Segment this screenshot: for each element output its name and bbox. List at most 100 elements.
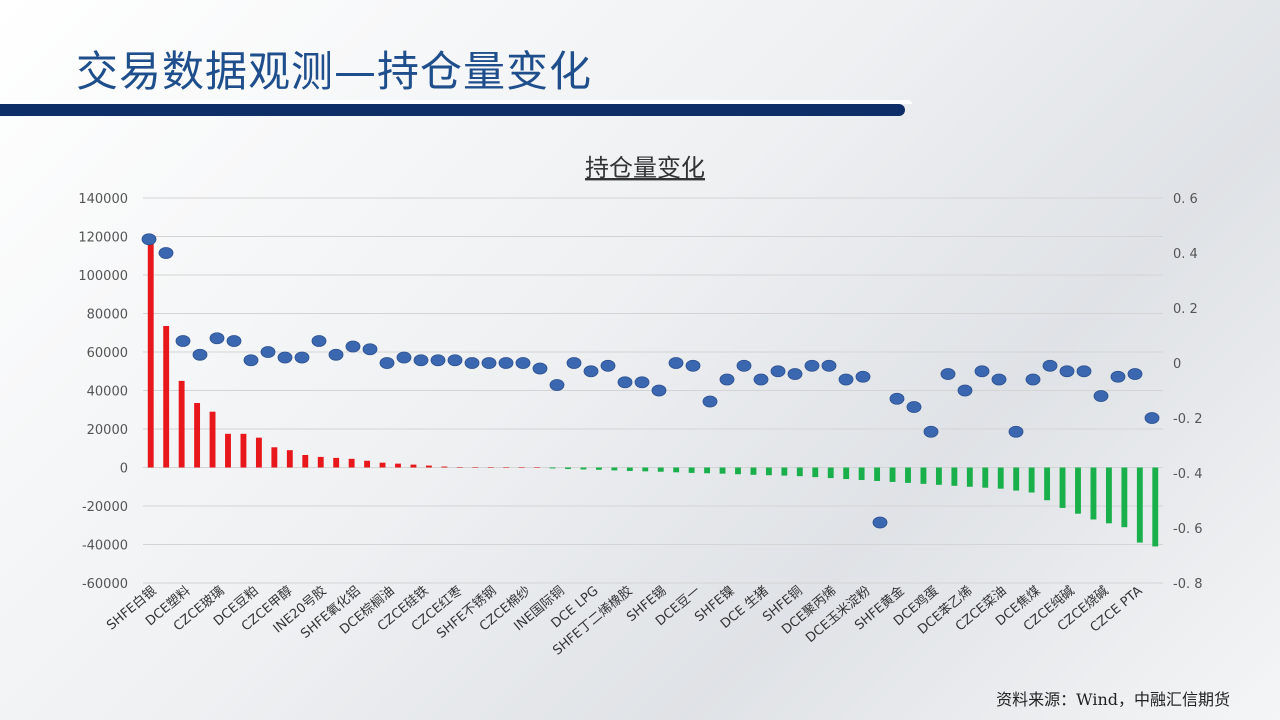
y-right-tick-label: 0. 2 bbox=[1173, 302, 1198, 317]
slide-title: 交易数据观测—持仓量变化 bbox=[76, 47, 593, 96]
change-rate-point bbox=[498, 357, 514, 369]
open-interest-bar bbox=[611, 467, 618, 471]
change-rate-point bbox=[685, 359, 701, 372]
open-interest-bar bbox=[704, 467, 711, 474]
change-rate-point bbox=[515, 357, 531, 369]
open-interest-bar bbox=[317, 456, 324, 468]
y-right-tick-label: 0 bbox=[1173, 357, 1181, 372]
y-left-tick-label: 60000 bbox=[87, 346, 128, 361]
change-rate-point bbox=[838, 373, 854, 386]
y-left-tick-label: 100000 bbox=[78, 269, 128, 284]
change-rate-point bbox=[362, 343, 378, 356]
open-interest-bar bbox=[719, 467, 726, 474]
open-interest-bar bbox=[565, 467, 571, 470]
open-interest-bar bbox=[673, 467, 680, 473]
open-interest-bar bbox=[1013, 467, 1020, 491]
change-rate-point bbox=[1025, 373, 1041, 386]
change-rate-point bbox=[787, 368, 803, 380]
change-rate-point bbox=[617, 376, 633, 389]
open-interest-bar bbox=[595, 467, 602, 470]
change-rate-point bbox=[430, 354, 446, 367]
open-interest-bar bbox=[271, 447, 278, 468]
open-interest-bar bbox=[518, 467, 525, 468]
change-rate-point bbox=[719, 373, 735, 386]
open-interest-bar bbox=[580, 467, 587, 470]
open-interest-bar bbox=[827, 467, 834, 479]
change-rate-point bbox=[974, 365, 990, 378]
source-note: 资料来源：Wind，中融汇信期货 bbox=[996, 690, 1230, 709]
open-interest-bar bbox=[765, 467, 772, 476]
open-interest-bar bbox=[874, 467, 881, 481]
open-interest-bar bbox=[905, 467, 911, 483]
open-interest-bar bbox=[735, 467, 741, 475]
open-interest-bar bbox=[472, 467, 479, 468]
open-interest-bar bbox=[966, 467, 973, 487]
y-right-tick-label: -0. 6 bbox=[1173, 522, 1203, 537]
change-rate-point bbox=[209, 332, 225, 345]
change-rate-point bbox=[1110, 370, 1126, 383]
change-rate-point bbox=[532, 362, 548, 375]
open-interest-bar bbox=[178, 380, 185, 468]
open-interest-bar bbox=[642, 467, 649, 472]
open-interest-bar bbox=[1121, 467, 1128, 528]
change-rate-point bbox=[1076, 365, 1092, 378]
open-interest-bar bbox=[1044, 467, 1051, 501]
change-rate-point bbox=[940, 368, 956, 380]
open-interest-bar bbox=[626, 467, 633, 471]
change-rate-point bbox=[447, 354, 463, 367]
change-rate-point bbox=[328, 348, 344, 361]
y-left-tick-label: -60000 bbox=[82, 577, 128, 592]
open-interest-bar bbox=[456, 467, 463, 468]
change-rate-point bbox=[889, 392, 905, 405]
change-rate-point bbox=[957, 384, 973, 397]
open-interest-bar bbox=[364, 460, 371, 468]
open-interest-bar bbox=[240, 433, 247, 468]
y-right-tick-label: -0. 2 bbox=[1173, 412, 1203, 427]
open-interest-bar bbox=[379, 462, 386, 468]
open-interest-bar bbox=[194, 403, 201, 468]
y-left-tick-label: 20000 bbox=[87, 423, 128, 438]
open-interest-bar bbox=[1028, 467, 1035, 493]
change-rate-point bbox=[634, 376, 650, 389]
change-rate-point bbox=[1059, 365, 1075, 378]
open-interest-bar bbox=[889, 467, 896, 482]
open-interest-bar bbox=[395, 463, 401, 468]
y-left-tick-label: 0 bbox=[120, 462, 128, 477]
change-rate-point bbox=[158, 247, 174, 259]
y-left-tick-label: -40000 bbox=[82, 539, 128, 554]
change-rate-point bbox=[481, 357, 497, 369]
change-rate-point bbox=[583, 365, 599, 378]
open-interest-bar bbox=[333, 457, 340, 468]
change-rate-point bbox=[396, 351, 412, 364]
change-rate-point bbox=[226, 335, 242, 347]
open-interest-bar bbox=[487, 467, 494, 468]
y-left-tick-label: 80000 bbox=[87, 308, 128, 323]
y-left-tick-label: 140000 bbox=[78, 192, 128, 207]
change-rate-point bbox=[736, 359, 752, 372]
y-left-tick-label: -20000 bbox=[82, 500, 128, 515]
change-rate-point bbox=[1008, 425, 1024, 438]
open-interest-bar bbox=[302, 454, 309, 468]
open-interest-bar bbox=[410, 464, 417, 468]
change-rate-point bbox=[753, 373, 769, 386]
y-right-tick-label: -0. 8 bbox=[1173, 577, 1203, 592]
change-rate-point bbox=[549, 379, 565, 391]
change-rate-point bbox=[1093, 390, 1109, 402]
change-rate-point bbox=[464, 357, 480, 369]
open-interest-bar bbox=[843, 467, 850, 480]
change-rate-point bbox=[243, 354, 259, 367]
open-interest-bar bbox=[796, 467, 803, 477]
open-interest-bar bbox=[812, 467, 819, 478]
change-rate-point bbox=[141, 233, 157, 246]
change-rate-point bbox=[600, 359, 616, 372]
y-right-tick-label: 0. 6 bbox=[1173, 192, 1198, 207]
change-rate-point bbox=[821, 359, 837, 372]
change-rate-point bbox=[413, 354, 429, 367]
y-left-tick-label: 120000 bbox=[78, 231, 128, 246]
change-rate-point bbox=[1042, 359, 1058, 372]
change-rate-point bbox=[294, 351, 310, 364]
open-interest-bar bbox=[1090, 467, 1097, 520]
open-interest-bar bbox=[348, 458, 355, 468]
change-rate-point bbox=[379, 357, 395, 369]
